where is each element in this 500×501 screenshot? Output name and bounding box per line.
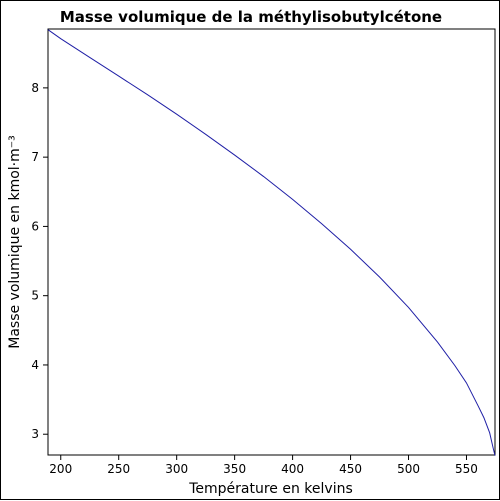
x-tick-label: 350	[223, 462, 246, 476]
series-line	[47, 29, 496, 456]
x-tick-label: 250	[107, 462, 130, 476]
chart-title: Masse volumique de la méthylisobutylcéto…	[60, 8, 442, 26]
y-tick-label: 4	[31, 358, 39, 372]
x-axis-label: Température en kelvins	[188, 481, 353, 497]
x-tick-label: 200	[49, 462, 72, 476]
x-tick-label: 450	[339, 462, 362, 476]
x-tick-label: 500	[397, 462, 420, 476]
y-axis: 3 4 5 6 7 8	[31, 81, 48, 441]
x-tick-label: 300	[165, 462, 188, 476]
x-axis: 200 250 300 350 400 450 500 550	[49, 455, 478, 476]
plot-area-frame	[47, 28, 496, 456]
y-tick-label: 8	[31, 81, 39, 95]
x-tick-label: 400	[281, 462, 304, 476]
y-tick-label: 7	[31, 150, 39, 164]
x-tick-label: 550	[455, 462, 478, 476]
y-tick-label: 3	[31, 427, 39, 441]
y-tick-label: 6	[31, 219, 39, 233]
y-axis-label: Masse volumique en kmol·m⁻³	[7, 135, 23, 349]
y-tick-label: 5	[31, 289, 39, 303]
